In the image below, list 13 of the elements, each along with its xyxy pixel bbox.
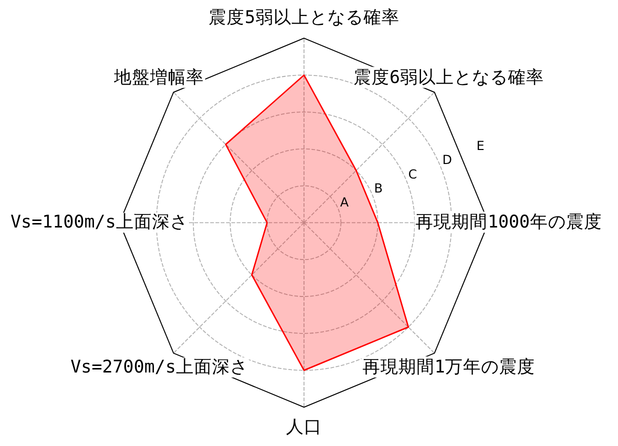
spoke-label: 人口	[286, 417, 322, 438]
spoke-label: 震度6弱以上となる確率	[354, 66, 544, 88]
spoke-label: 再現期間1000年の震度	[416, 212, 602, 233]
spoke-label: 地盤増幅率	[113, 66, 204, 88]
spoke-label: Vs=1100m/s上面深さ	[10, 212, 188, 233]
y-tick-label: B	[374, 180, 383, 196]
y-tick-label: E	[476, 138, 484, 154]
y-tick-label: C	[408, 166, 418, 182]
spoke-label: 再現期間1万年の震度	[362, 356, 536, 378]
spoke-label: 震度5弱以上となる確率	[208, 6, 400, 28]
y-tick-label: D	[442, 152, 452, 168]
y-tick-label: A	[340, 194, 350, 210]
spoke-label: Vs=2700m/s上面深さ	[70, 358, 248, 378]
